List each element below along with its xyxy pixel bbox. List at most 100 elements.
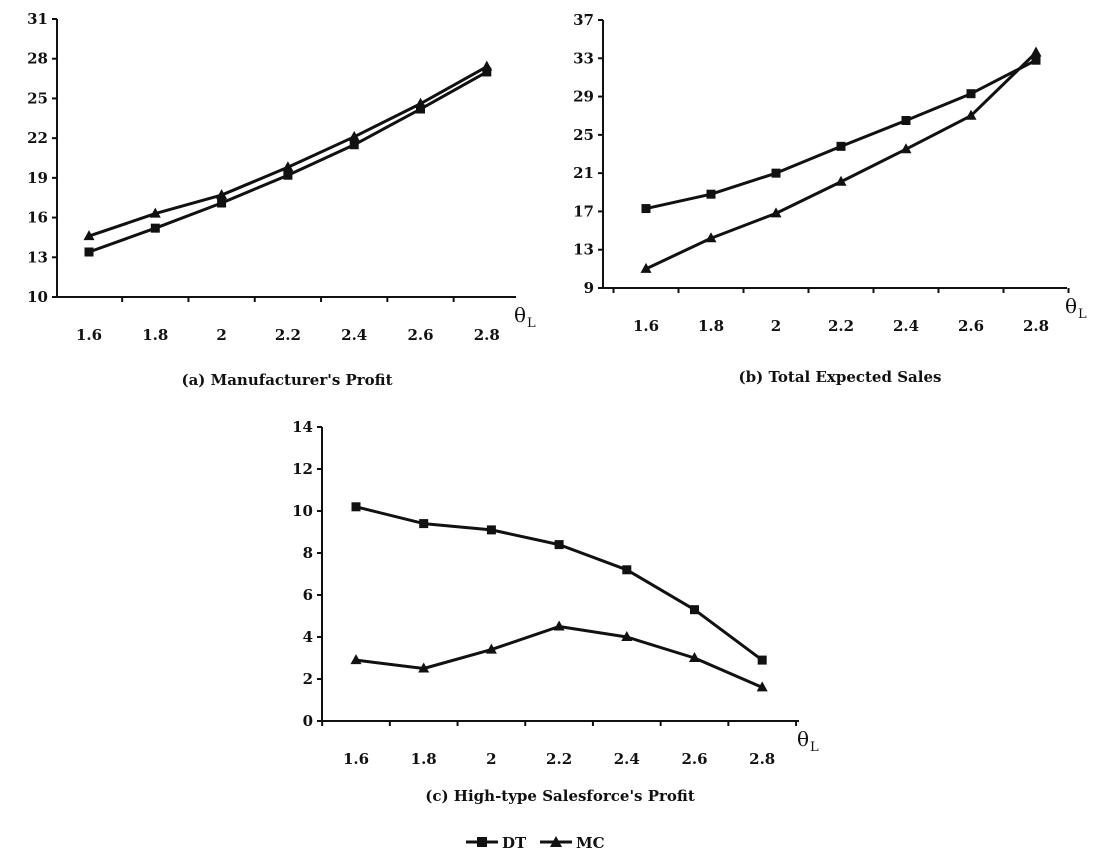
panel-c-x-axis-label: θ bbox=[797, 727, 809, 751]
panel-c-x-tick-label: 2.2 bbox=[546, 750, 572, 768]
panel-c-series-mc-point bbox=[418, 662, 430, 673]
panel-a-x-tick-label: 2.8 bbox=[474, 326, 500, 344]
panel-c-y-tick-label: 6 bbox=[303, 586, 313, 604]
panel-a-series-mc-line bbox=[88, 65, 488, 238]
panel-b-series-mc-point bbox=[965, 109, 977, 120]
panel-b-series-mc-point bbox=[705, 232, 717, 243]
panel-a-series-mc-point bbox=[83, 230, 95, 241]
panel-b-y-tick-label: 9 bbox=[584, 279, 594, 297]
panel-c-series-dt-point bbox=[351, 502, 361, 512]
panel-b-x-tick-label: 2.2 bbox=[828, 317, 854, 335]
panel-b-series-dt-line bbox=[645, 58, 1037, 211]
panel-a-y-tick-label: 13 bbox=[27, 248, 48, 266]
panel-b-series-dt-point bbox=[966, 89, 976, 99]
panel-b-series-mc-point bbox=[770, 207, 782, 218]
panel-b-y-tick-label: 17 bbox=[573, 202, 594, 220]
panel-b-series-mc-point bbox=[835, 175, 847, 186]
panel-c-x-tick-label: 2 bbox=[486, 750, 496, 768]
panel-a-y-tick-label: 28 bbox=[27, 50, 48, 68]
panel-c-series-dt-point bbox=[419, 519, 429, 529]
panel-b-y-tick-label: 21 bbox=[573, 164, 594, 182]
panel-a-series-mc-point bbox=[282, 161, 294, 172]
panel-a-series-mc-point bbox=[149, 207, 161, 218]
panel-c-x-tick-label: 2.4 bbox=[614, 750, 640, 768]
panel-b-series-mc-point bbox=[900, 143, 912, 154]
panel-b-x-tick-label: 2.8 bbox=[1023, 317, 1049, 335]
panel-b-x-tick-label: 2 bbox=[771, 317, 781, 335]
panel-a-series-dt-point bbox=[349, 140, 359, 150]
panel-c-series-mc-line bbox=[355, 625, 763, 689]
panel-c-series-dt-point bbox=[690, 605, 699, 615]
panel-c-y-tick-label: 4 bbox=[303, 628, 313, 646]
panel-b-series-mc-point bbox=[1030, 46, 1042, 57]
panel-b-series-dt-point bbox=[901, 116, 911, 125]
panel-a-series-mc-point bbox=[348, 130, 360, 141]
panel-c-series-dt-point bbox=[486, 525, 496, 535]
legend-dt-label: DT bbox=[502, 834, 527, 852]
panel-b-x-axis-label: θ bbox=[1065, 294, 1077, 318]
panel-a-series-mc-point bbox=[216, 189, 228, 200]
panel-a-y-tick-label: 22 bbox=[27, 129, 48, 147]
panel-c-series-mc-point bbox=[756, 681, 768, 692]
panel-a-x-axis-label-subscript: L bbox=[527, 316, 536, 331]
panel-a-y-tick-label: 31 bbox=[27, 10, 48, 28]
panel-c-y-tick-label: 8 bbox=[303, 544, 313, 562]
panel-c-high-type-salesforce-profit: 0 2 4 6 8 10 12 14 1.6 1.8 2 2.2 2.4 2.6 2.8 θ L (c) High… bbox=[292, 418, 819, 805]
panel-a-y-tick-label: 19 bbox=[27, 169, 48, 187]
panel-a-y-tick-label: 16 bbox=[27, 209, 48, 227]
panel-b-total-expected-sales: 9 13 17 21 25 29 33 37 1.6 1.8 2 2.2 2.4 2.6 2.8 θ L (b) … bbox=[573, 11, 1087, 386]
panel-b-x-tick-label: 2.4 bbox=[893, 317, 919, 335]
panel-c-series-dt-point bbox=[554, 540, 564, 550]
panel-a-caption: (a) Manufacturer's Profit bbox=[181, 371, 392, 389]
panel-a-series-mc-point bbox=[481, 60, 493, 71]
panel-b-series-dt-point bbox=[706, 189, 716, 199]
panel-c-x-tick-label: 2.8 bbox=[749, 750, 775, 768]
panel-c-series-mc-point bbox=[621, 631, 633, 641]
panel-a-series-dt-point bbox=[283, 170, 293, 180]
panel-c-series-mc-point bbox=[689, 652, 700, 662]
panel-c-x-tick-label: 2.6 bbox=[681, 750, 707, 768]
panel-b-y-tick-label: 33 bbox=[573, 49, 594, 67]
panel-c-series-mc-point bbox=[350, 654, 362, 665]
panel-b-caption: (b) Total Expected Sales bbox=[739, 368, 942, 386]
panel-c-y-tick-label: 0 bbox=[303, 712, 313, 730]
panel-c-series-dt-point bbox=[757, 655, 767, 665]
panel-c-series-dt-point bbox=[622, 565, 632, 575]
panel-a-x-tick-label: 2.6 bbox=[407, 326, 433, 344]
panel-c-x-axis-label-subscript: L bbox=[810, 740, 819, 755]
panel-a-series-dt-point bbox=[217, 198, 227, 208]
panel-c-series-mc-point bbox=[485, 643, 497, 654]
panel-b-y-tick-label: 37 bbox=[573, 11, 594, 29]
panel-a-y-tick-label: 25 bbox=[27, 89, 48, 107]
panel-a-manufacturers-profit: 10 13 16 19 22 25 28 31 1.6 1.8 2 2.2 2.4 2.6 2.8 θ L (a)… bbox=[27, 10, 536, 389]
panel-a-series-dt-point bbox=[84, 247, 94, 257]
panel-b-series-dt-point bbox=[1031, 55, 1041, 65]
panel-b-x-tick-label: 2.6 bbox=[958, 317, 984, 335]
panel-c-caption: (c) High-type Salesforce's Profit bbox=[425, 787, 695, 805]
panel-a-x-tick-label: 1.6 bbox=[76, 326, 102, 344]
legend-mc-triangle-marker bbox=[550, 836, 562, 847]
panel-b-x-tick-label: 1.8 bbox=[698, 317, 724, 335]
panel-b-x-axis-label-subscript: L bbox=[1078, 307, 1087, 322]
panel-a-series-dt-point bbox=[150, 223, 160, 233]
panel-a-series-dt-point bbox=[416, 104, 425, 114]
panel-b-y-tick-label: 13 bbox=[573, 241, 594, 259]
panel-b-series-mc-point bbox=[640, 262, 652, 273]
panel-b-y-tick-label: 29 bbox=[573, 88, 594, 106]
panel-a-x-tick-label: 2.4 bbox=[341, 326, 367, 344]
panel-c-series-mc-point bbox=[553, 620, 565, 631]
panel-a-series-mc-point bbox=[415, 97, 426, 108]
legend-dt-square-marker bbox=[477, 837, 487, 847]
panel-a-y-tick-label: 10 bbox=[27, 288, 48, 306]
panel-b-series-dt-point bbox=[836, 141, 846, 151]
panel-c-y-tick-label: 2 bbox=[303, 670, 313, 688]
panel-c-y-tick-label: 10 bbox=[292, 502, 313, 520]
panel-a-series-dt-point bbox=[482, 67, 492, 77]
panel-b-series-mc-line bbox=[645, 51, 1038, 271]
panel-c-x-tick-label: 1.8 bbox=[411, 750, 437, 768]
panel-a-x-axis-label: θ bbox=[514, 303, 526, 327]
panel-b-series-dt-point bbox=[771, 168, 781, 178]
panel-c-y-tick-label: 14 bbox=[292, 418, 313, 436]
panel-b-x-tick-label: 1.6 bbox=[633, 317, 659, 335]
